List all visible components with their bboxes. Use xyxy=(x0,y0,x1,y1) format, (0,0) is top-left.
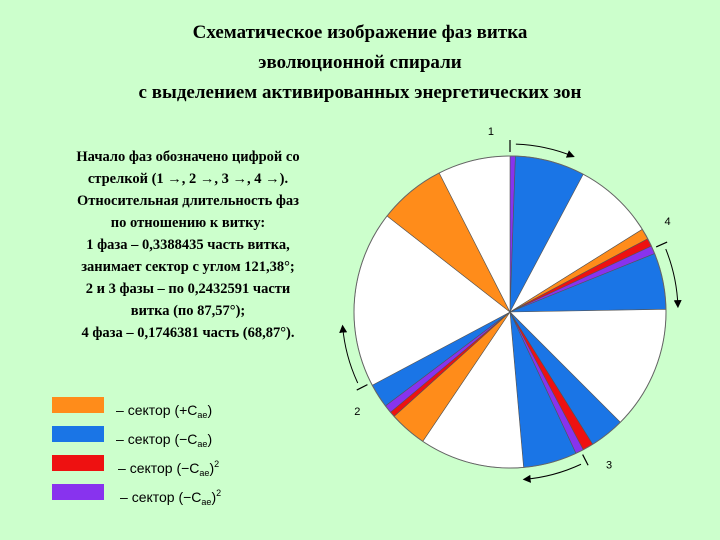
legend-label-orange: – сектор (+Cae) xyxy=(116,402,213,420)
phase-description: Начало фаз обозначено цифрой со стрелкой… xyxy=(30,146,346,344)
phase-start-tick xyxy=(655,241,668,248)
title-line-2: эволюционной спирали xyxy=(258,52,462,73)
legend-swatch-violet xyxy=(52,484,104,500)
phase-markers: 1 4 3 2 xyxy=(339,126,682,483)
desc-line-7: 2 и 3 фазы – по 0,2432591 части xyxy=(85,281,291,297)
desc-line-5: 1 фаза – 0,3388435 часть витка, xyxy=(86,237,290,253)
legend-label-red: – сектор (−Cae)2 xyxy=(118,459,220,478)
phase-marker-label: 1 xyxy=(488,126,494,138)
phase-start-tick xyxy=(356,384,368,391)
desc-line-3: Относительная длительность фаз xyxy=(77,193,299,209)
desc-line-9: 4 фаза – 0,1746381 часть (68,87°). xyxy=(81,325,295,341)
phase-pie xyxy=(353,155,667,469)
phase-start-tick xyxy=(582,454,589,466)
phase-marker-label: 4 xyxy=(665,216,671,228)
title-line-1: Схематическое изображение фаз витка xyxy=(192,22,528,43)
diagram-title: Схематическое изображение фаз витка эвол… xyxy=(60,18,660,108)
legend-swatch-orange xyxy=(52,397,104,413)
legend-label-blue: – сектор (−Cae) xyxy=(116,431,213,449)
desc-line-8: витка (по 87,57°); xyxy=(130,303,246,319)
phase-marker-label: 2 xyxy=(354,406,360,418)
desc-line-1: Начало фаз обозначено цифрой со xyxy=(76,149,300,165)
phase-direction-arrow xyxy=(339,324,359,384)
desc-line-6: занимает сектор с углом 121,38°; xyxy=(81,259,295,275)
desc-line-2: стрелкой (1 →, 2 →, 3 →, 4 →). xyxy=(87,171,289,187)
pie-outline xyxy=(353,155,667,469)
desc-line-4: по отношению к витку: xyxy=(110,215,266,231)
phase-direction-arrow xyxy=(522,463,582,483)
phase-direction-arrow xyxy=(515,143,575,158)
title-line-3: с выделением активированных энергетическ… xyxy=(138,82,582,103)
legend-label-violet: – сектор (−Cae)2 xyxy=(120,488,222,507)
legend-swatch-red xyxy=(52,455,104,471)
phase-direction-arrow xyxy=(665,248,682,309)
legend-swatch-blue xyxy=(52,426,104,442)
phase-marker-label: 3 xyxy=(606,460,612,472)
